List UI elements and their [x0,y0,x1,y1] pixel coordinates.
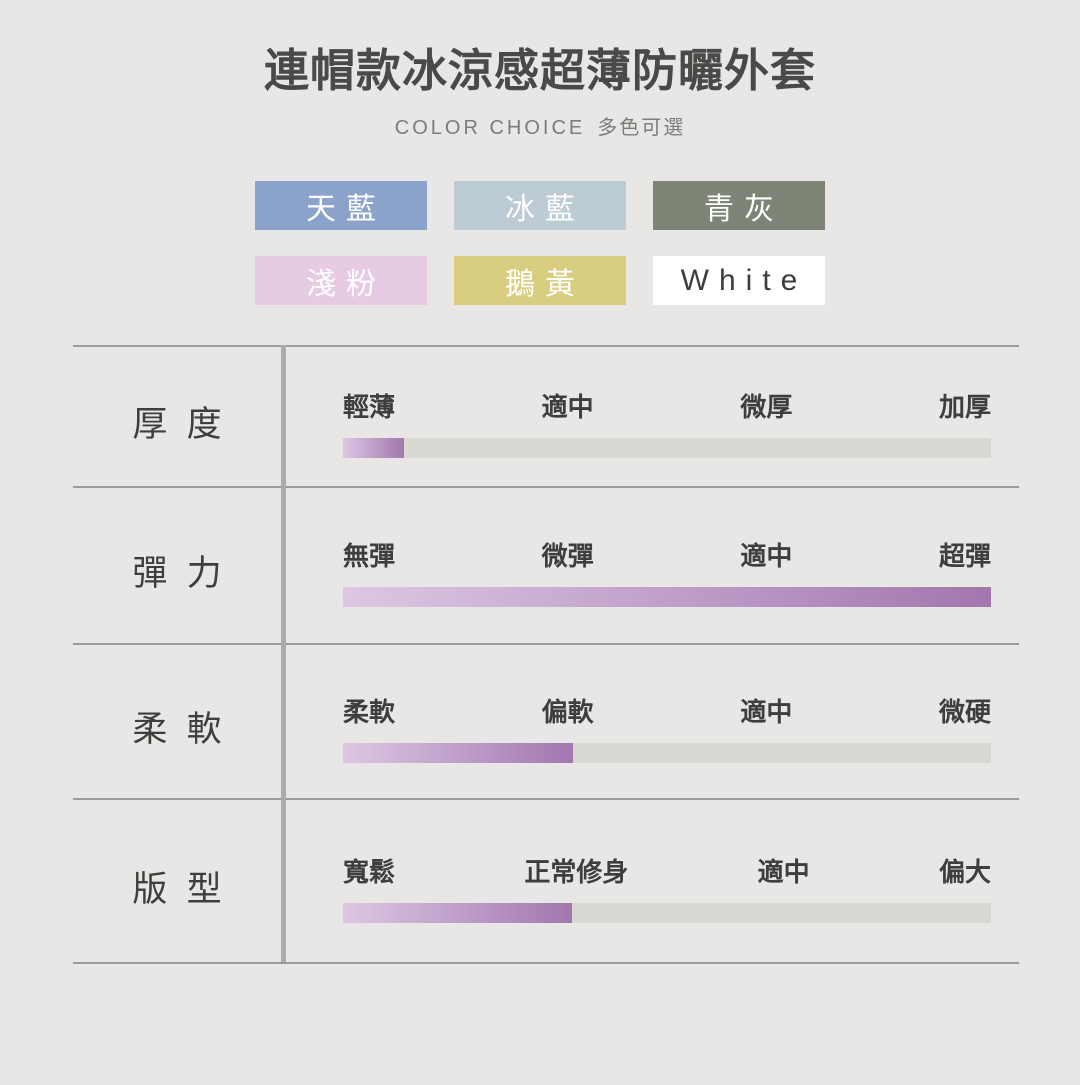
spec-table: 厚度 輕薄 適中 微厚 加厚 彈力 無彈 微彈 適中 [73,345,1019,964]
color-swatch-sky-blue[interactable]: 天藍 [255,181,427,230]
spec-row-thickness: 厚度 輕薄 適中 微厚 加厚 [73,345,1019,486]
spec-row-label: 彈力 [132,554,241,593]
rating-bar-track [343,438,991,458]
scale-label: 偏大 [938,856,991,887]
scale-label: 柔軟 [343,697,396,727]
scale-label: 偏軟 [541,697,594,727]
scale-labels: 柔軟 偏軟 適中 微硬 [343,692,991,729]
spec-row-label: 柔軟 [132,710,241,749]
scale-label: 無彈 [343,541,396,571]
spec-row-content: 柔軟 偏軟 適中 微硬 [281,645,1019,798]
rating-bar-fill [343,438,404,458]
color-swatch-grey-green[interactable]: 青灰 [653,181,825,230]
scale-label: 正常修身 [524,856,629,887]
color-swatch-grid: 天藍 冰藍 青灰 淺粉 鵝黃 White [255,181,825,305]
color-swatch-light-pink[interactable]: 淺粉 [255,256,427,305]
rating-bar-fill [343,587,991,607]
swatch-label: White [680,263,808,297]
color-swatch-ice-blue[interactable]: 冰藍 [454,181,626,230]
spec-row-content: 輕薄 適中 微厚 加厚 [281,347,1019,486]
scale-label: 適中 [757,856,810,887]
spec-row-label: 厚度 [132,405,241,444]
scale-label: 適中 [541,392,594,422]
color-swatch-goose-yellow[interactable]: 鵝黃 [454,256,626,305]
rating-bar-track [343,587,991,607]
table-vertical-divider [281,345,286,962]
scale-label: 加厚 [938,392,991,422]
scale-label: 微厚 [740,392,793,422]
scale-label: 超彈 [938,541,991,571]
swatch-label: 冰藍 [505,192,585,226]
spec-row-fit: 版型 寬鬆 正常修身 適中 偏大 [73,798,1019,962]
spec-row-label: 版型 [132,869,241,909]
spec-row-elasticity: 彈力 無彈 微彈 適中 超彈 [73,486,1019,643]
rating-bar-track [343,743,991,763]
scale-label: 微硬 [938,697,991,727]
scale-label: 微彈 [541,541,594,571]
subtitle-chinese: 多色可選 [597,117,686,139]
rating-bar-fill [343,743,574,763]
scale-label: 輕薄 [343,392,396,422]
spec-row-content: 無彈 微彈 適中 超彈 [281,488,1019,643]
spec-row-content: 寬鬆 正常修身 適中 偏大 [281,800,1019,962]
swatch-label: 淺粉 [306,267,386,301]
swatch-label: 天藍 [306,192,386,226]
scale-label: 適中 [740,697,793,727]
spec-row-softness: 柔軟 柔軟 偏軟 適中 微硬 [73,643,1019,798]
swatch-label: 青灰 [704,192,784,226]
swatch-label: 鵝黃 [505,267,585,301]
scale-label: 適中 [740,541,793,571]
scale-labels: 輕薄 適中 微厚 加厚 [343,387,991,424]
rating-bar-fill [343,902,572,923]
rating-bar-track [343,902,991,923]
color-choice-subtitle: COLOR CHOICE 多色可選 [0,111,1080,140]
page-title: 連帽款冰涼感超薄防曬外套 [263,45,816,96]
scale-label: 寬鬆 [343,856,396,887]
scale-labels: 寬鬆 正常修身 適中 偏大 [343,852,991,889]
color-swatch-white[interactable]: White [653,256,825,305]
subtitle-english: COLOR CHOICE [394,117,586,139]
scale-labels: 無彈 微彈 適中 超彈 [343,536,991,573]
